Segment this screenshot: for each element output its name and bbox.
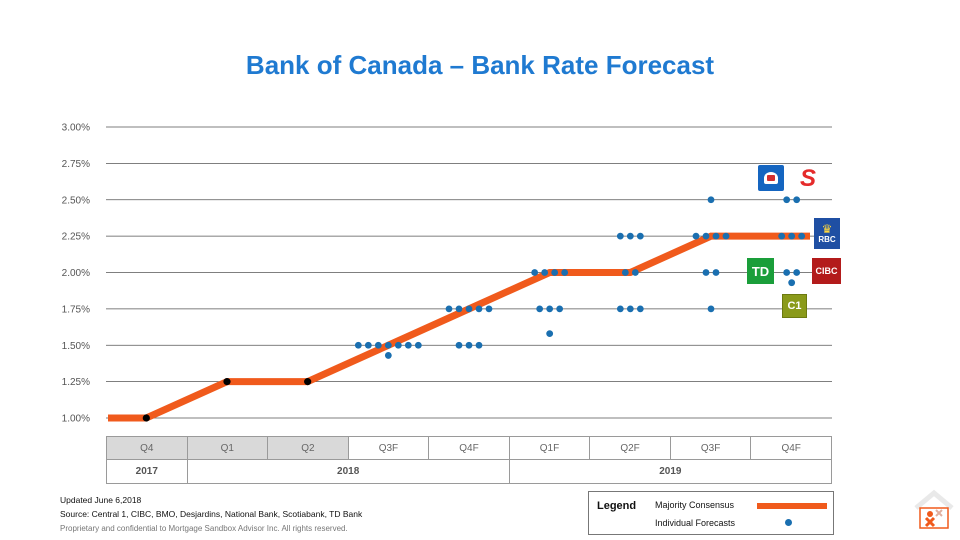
forecast-point bbox=[783, 269, 791, 276]
legend-consensus-swatch bbox=[757, 503, 827, 509]
forecast-point bbox=[707, 305, 715, 313]
central1-logo-text: C1 bbox=[787, 300, 802, 312]
forecast-point bbox=[404, 341, 412, 349]
forecast-point bbox=[712, 269, 720, 276]
forecast-point bbox=[445, 305, 453, 313]
forecast-point bbox=[707, 196, 715, 204]
forecast-point bbox=[546, 330, 554, 338]
x-tick: Q2 bbox=[267, 436, 349, 460]
forecast-point bbox=[536, 305, 544, 313]
consensus-line bbox=[108, 232, 810, 422]
forecast-point bbox=[384, 352, 392, 359]
forecast-point bbox=[384, 341, 392, 349]
bmo-logo-icon bbox=[758, 165, 784, 191]
forecast-point bbox=[636, 232, 644, 240]
forecast-point bbox=[626, 305, 634, 313]
forecast-point bbox=[551, 269, 559, 276]
forecast-point bbox=[541, 269, 549, 276]
forecast-point bbox=[475, 341, 483, 349]
forecast-point bbox=[783, 196, 791, 204]
forecast-point bbox=[722, 232, 730, 240]
source-note: Source: Central 1, CIBC, BMO, Desjardins… bbox=[60, 509, 363, 519]
forecast-point bbox=[561, 269, 569, 276]
forecast-point bbox=[702, 232, 710, 240]
forecast-point bbox=[788, 232, 796, 240]
forecast-point bbox=[531, 269, 539, 276]
legend: Legend Majority Consensus Individual For… bbox=[588, 491, 834, 535]
x-tick: Q1 bbox=[186, 436, 269, 460]
forecast-point bbox=[475, 305, 483, 313]
y-tick-label: 2.25% bbox=[62, 232, 90, 243]
x-tick: Q1F bbox=[508, 436, 591, 460]
cibc-logo-icon: CIBC bbox=[812, 258, 841, 284]
forecast-point bbox=[374, 341, 382, 349]
rbc-logo-text: RBC bbox=[818, 235, 836, 244]
forecast-point bbox=[556, 305, 564, 313]
y-tick-label: 3.00% bbox=[62, 123, 90, 134]
year-label: 2018 bbox=[186, 459, 510, 484]
y-tick-label: 2.00% bbox=[62, 268, 90, 279]
forecast-point bbox=[798, 232, 806, 240]
forecast-point bbox=[793, 196, 801, 204]
forecast-point bbox=[712, 232, 720, 240]
forecast-point bbox=[636, 305, 644, 313]
legend-forecast-label: Individual Forecasts bbox=[655, 518, 736, 528]
td-logo-icon: TD bbox=[747, 258, 774, 284]
forecast-point bbox=[616, 232, 624, 240]
forecast-point bbox=[616, 305, 624, 313]
forecast-point bbox=[465, 341, 473, 349]
cibc-logo-text: CIBC bbox=[815, 266, 838, 276]
y-tick-label: 2.75% bbox=[62, 159, 90, 170]
x-tick: Q4F bbox=[428, 436, 510, 460]
x-axis-table: Q4 Q1 Q2 Q3F Q4F Q1F Q2F Q3F Q4F 2017 20… bbox=[106, 436, 833, 484]
forecast-point bbox=[692, 232, 700, 240]
y-tick-label: 1.50% bbox=[62, 341, 90, 352]
forecast-point bbox=[455, 305, 463, 313]
actual-point bbox=[142, 414, 150, 422]
forecast-point bbox=[394, 341, 402, 349]
forecast-point bbox=[788, 279, 796, 287]
forecast-point bbox=[546, 305, 554, 313]
x-tick: Q2F bbox=[589, 436, 671, 460]
scotiabank-logo-icon: S bbox=[799, 165, 816, 192]
forecast-point bbox=[702, 269, 710, 276]
x-tick: Q3F bbox=[669, 436, 752, 460]
central1-logo-icon: C1 bbox=[782, 294, 807, 318]
y-tick-label: 1.25% bbox=[62, 377, 90, 388]
chart-title: Bank of Canada – Bank Rate Forecast bbox=[245, 50, 715, 80]
x-tick: Q3F bbox=[347, 436, 430, 460]
year-label: 2017 bbox=[106, 459, 188, 484]
forecast-point bbox=[465, 305, 473, 313]
mortgage-sandbox-logo-icon bbox=[914, 489, 954, 529]
rbc-logo-icon: ♛ RBC bbox=[814, 218, 840, 249]
y-tick-label: 2.50% bbox=[62, 195, 90, 206]
forecast-point bbox=[354, 341, 362, 349]
forecast-point bbox=[621, 269, 629, 276]
legend-forecast-swatch bbox=[785, 519, 792, 526]
forecast-point bbox=[414, 341, 422, 349]
forecast-point bbox=[455, 341, 463, 349]
x-tick: Q4F bbox=[750, 436, 832, 460]
actual-point bbox=[304, 378, 312, 386]
legend-title: Legend bbox=[597, 500, 637, 512]
y-tick-label: 1.75% bbox=[62, 304, 90, 315]
proprietary-note: Proprietary and confidential to Mortgage… bbox=[60, 524, 348, 533]
td-logo-text: TD bbox=[751, 263, 770, 279]
forecast-point bbox=[793, 269, 801, 276]
year-label: 2019 bbox=[508, 459, 833, 484]
forecast-point bbox=[631, 269, 639, 276]
y-tick-label: 1.00% bbox=[62, 414, 90, 425]
forecast-point bbox=[778, 232, 786, 240]
forecast-point bbox=[626, 232, 634, 240]
x-tick: Q4 bbox=[106, 436, 188, 460]
forecast-point bbox=[364, 341, 372, 349]
forecast-point bbox=[485, 305, 493, 313]
legend-consensus-label: Majority Consensus bbox=[655, 500, 735, 510]
updated-note: Updated June 6,2018 bbox=[60, 495, 142, 505]
actual-point bbox=[223, 378, 231, 386]
